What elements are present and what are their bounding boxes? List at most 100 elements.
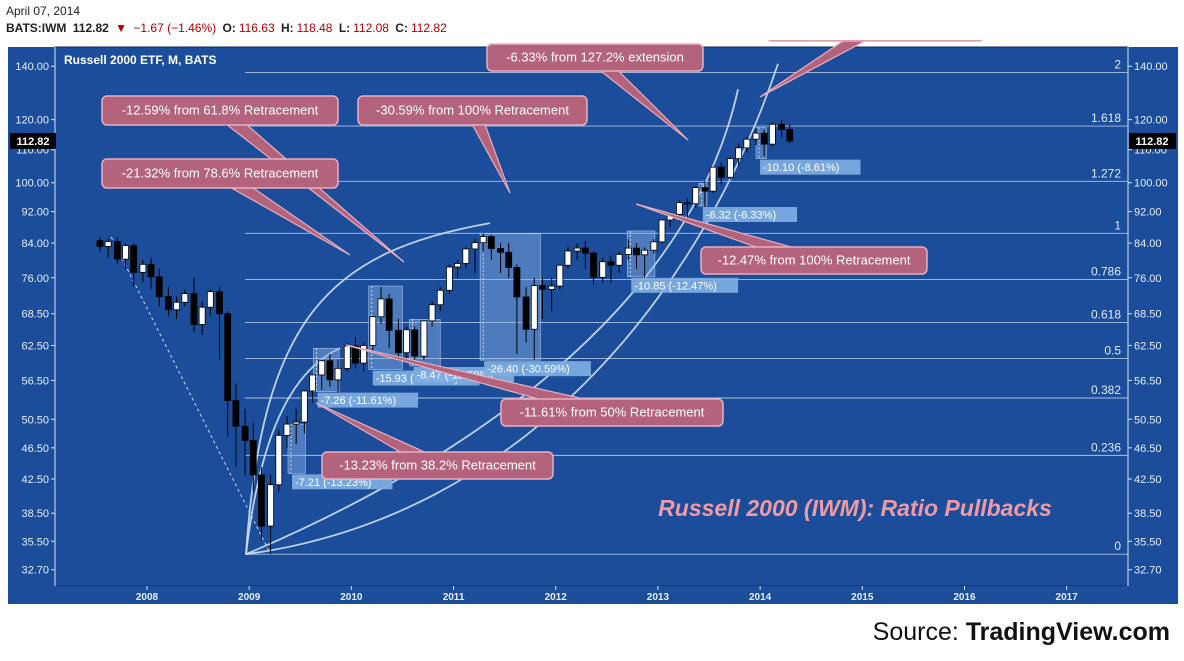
candle[interactable] <box>267 484 275 527</box>
candle[interactable] <box>684 202 691 205</box>
candle[interactable] <box>735 147 743 160</box>
candle[interactable] <box>173 301 181 311</box>
close-label: C: <box>395 21 408 35</box>
candle[interactable] <box>692 187 700 205</box>
candle[interactable] <box>411 329 419 357</box>
candle[interactable] <box>241 425 249 441</box>
candle[interactable] <box>275 435 283 486</box>
candle[interactable] <box>113 241 121 260</box>
candle[interactable] <box>658 219 666 243</box>
candle[interactable] <box>385 298 393 331</box>
candle[interactable] <box>352 345 359 364</box>
candle[interactable] <box>318 360 326 376</box>
candle[interactable] <box>343 345 351 369</box>
candle[interactable] <box>497 248 504 253</box>
candle[interactable] <box>581 247 589 254</box>
callout-box[interactable] <box>321 451 554 480</box>
candle[interactable] <box>190 293 198 325</box>
source-credit: Source: TradingView.com <box>873 618 1170 647</box>
candle[interactable] <box>283 423 291 436</box>
candle[interactable] <box>615 254 623 266</box>
candle[interactable] <box>539 285 546 290</box>
candle[interactable] <box>377 298 385 318</box>
candle[interactable] <box>752 132 760 140</box>
candle[interactable] <box>249 440 257 476</box>
candle[interactable] <box>428 304 436 322</box>
callout-box[interactable] <box>700 246 928 275</box>
candle[interactable] <box>232 400 240 427</box>
candle[interactable] <box>633 247 640 256</box>
callout-box[interactable] <box>357 95 588 126</box>
candle[interactable] <box>548 285 556 290</box>
candle[interactable] <box>436 289 444 306</box>
candle[interactable] <box>462 248 470 264</box>
callout-box[interactable] <box>486 43 704 72</box>
candle[interactable] <box>139 263 147 273</box>
candle[interactable] <box>165 296 172 311</box>
candle[interactable] <box>369 316 377 346</box>
candle[interactable] <box>181 293 189 303</box>
candle[interactable] <box>224 313 232 401</box>
x-tick-label: 2009 <box>238 592 261 603</box>
callout-box[interactable] <box>101 95 339 126</box>
candle[interactable] <box>701 187 709 192</box>
candle[interactable] <box>487 236 495 249</box>
candle[interactable] <box>420 320 428 357</box>
candle[interactable] <box>556 264 564 287</box>
candle[interactable] <box>641 249 649 256</box>
candle[interactable] <box>446 266 453 291</box>
candle[interactable] <box>709 166 717 192</box>
candle[interactable] <box>96 240 104 247</box>
candle[interactable] <box>590 252 597 278</box>
candle[interactable] <box>216 291 223 315</box>
price-chart[interactable]: 32.70 32.70 35.50 35.50 38.50 38.50 42.50 42.50… <box>0 40 1184 606</box>
candle[interactable] <box>122 245 129 260</box>
candle[interactable] <box>624 247 632 255</box>
callout-box[interactable] <box>500 398 724 427</box>
candle[interactable] <box>104 241 112 247</box>
candle[interactable] <box>786 129 794 142</box>
candle[interactable] <box>309 374 316 392</box>
candle[interactable] <box>155 276 163 297</box>
candle[interactable] <box>326 360 334 381</box>
candle[interactable] <box>650 241 658 251</box>
candle[interactable] <box>258 474 265 527</box>
candle[interactable] <box>292 421 300 425</box>
callout-box[interactable] <box>101 158 339 189</box>
candle[interactable] <box>768 123 776 145</box>
y-tick-label-right: 35.50 <box>1134 536 1162 548</box>
candle[interactable] <box>727 158 734 178</box>
candle[interactable] <box>300 390 308 423</box>
callout-box[interactable] <box>767 40 984 42</box>
candle[interactable] <box>760 132 768 145</box>
candle[interactable] <box>394 329 402 354</box>
fib-level-label: 0.5 <box>1104 343 1121 357</box>
candle[interactable] <box>360 345 368 364</box>
candle[interactable] <box>454 263 462 268</box>
candle[interactable] <box>198 306 206 325</box>
candle[interactable] <box>675 202 683 215</box>
callout-text: -21.32% from 78.6% Retracement <box>122 166 319 181</box>
candle[interactable] <box>607 261 615 266</box>
candle[interactable] <box>522 296 530 330</box>
pullback-box[interactable] <box>698 183 708 207</box>
candle[interactable] <box>530 285 538 330</box>
candle[interactable] <box>599 261 607 278</box>
candle[interactable] <box>334 367 342 381</box>
candle[interactable] <box>479 236 487 244</box>
candle[interactable] <box>778 123 785 130</box>
candle[interactable] <box>564 250 572 266</box>
candle[interactable] <box>717 166 725 178</box>
symbol-label[interactable]: BATS:IWM <box>6 21 67 35</box>
candle[interactable] <box>505 251 513 268</box>
candle[interactable] <box>471 242 479 250</box>
candle[interactable] <box>573 247 581 252</box>
close-value: 112.82 <box>410 21 447 35</box>
candle[interactable] <box>130 245 138 273</box>
pullback-box[interactable] <box>626 230 656 278</box>
candle[interactable] <box>206 291 214 308</box>
candle[interactable] <box>743 138 751 149</box>
candle[interactable] <box>403 329 410 354</box>
candle[interactable] <box>147 263 155 278</box>
candle[interactable] <box>513 267 521 298</box>
